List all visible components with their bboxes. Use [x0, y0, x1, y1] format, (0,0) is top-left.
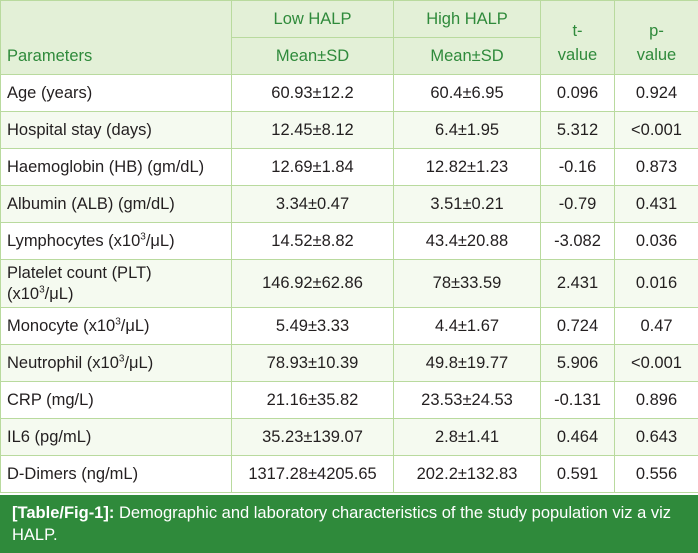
row-low-value: 3.34±0.47: [231, 185, 394, 223]
row-parameter: Platelet count (PLT) (x103/μL): [0, 259, 232, 308]
row-parameter: D-Dimers (ng/mL): [0, 455, 232, 493]
param-superscript: 3: [118, 353, 125, 364]
table-row: Haemoglobin (HB) (gm/dL) 12.69±1.84 12.8…: [0, 148, 698, 186]
header-p-value-line1: p-: [649, 22, 664, 40]
row-low-value: 21.16±35.82: [231, 381, 394, 419]
row-t-value: 0.591: [540, 455, 615, 493]
header-t-value: t- value: [540, 0, 615, 75]
row-t-value: -0.131: [540, 381, 615, 419]
row-high-value: 202.2±132.83: [393, 455, 541, 493]
row-low-value: 78.93±10.39: [231, 344, 394, 382]
row-p-value: 0.643: [614, 418, 698, 456]
header-t-value-line2: value: [557, 46, 598, 64]
header-low-mean-sd: Mean±SD: [231, 37, 394, 75]
row-parameter: CRP (mg/L): [0, 381, 232, 419]
row-p-value: 0.556: [614, 455, 698, 493]
row-high-value: 60.4±6.95: [393, 74, 541, 112]
row-high-value: 3.51±0.21: [393, 185, 541, 223]
table-row: Neutrophil (x103/μL) 78.93±10.39 49.8±19…: [0, 344, 698, 382]
row-t-value: -3.082: [540, 222, 615, 260]
caption-label: [Table/Fig-1]:: [12, 504, 115, 522]
row-low-value: 14.52±8.82: [231, 222, 394, 260]
param-unit: /μL): [120, 316, 150, 335]
param-text-line1: Platelet count (PLT): [7, 263, 152, 282]
header-high-halp: High HALP: [393, 0, 541, 38]
row-p-value: 0.47: [614, 307, 698, 345]
row-low-value: 12.69±1.84: [231, 148, 394, 186]
row-parameter: Haemoglobin (HB) (gm/dL): [0, 148, 232, 186]
header-high-mean-sd: Mean±SD: [393, 37, 541, 75]
header-p-value-line2: value: [636, 46, 677, 64]
row-parameter: Neutrophil (x103/μL): [0, 344, 232, 382]
param-superscript: 3: [115, 316, 121, 327]
row-low-value: 12.45±8.12: [231, 111, 394, 149]
row-t-value: -0.16: [540, 148, 615, 186]
row-p-value: 0.016: [614, 259, 698, 308]
row-t-value: 0.464: [540, 418, 615, 456]
table-row: Age (years) 60.93±12.2 60.4±6.95 0.096 0…: [0, 74, 698, 112]
characteristics-table: Parameters Low HALP High HALP t- value p…: [0, 0, 698, 493]
row-parameter: Lymphocytes (x103/μL): [0, 222, 232, 260]
row-p-value: 0.036: [614, 222, 698, 260]
row-p-value: 0.896: [614, 381, 698, 419]
row-low-value: 5.49±3.33: [231, 307, 394, 345]
row-low-value: 35.23±139.07: [231, 418, 394, 456]
param-unit: /μL): [44, 284, 74, 303]
row-p-value: 0.873: [614, 148, 698, 186]
row-parameter: Monocyte (x103/μL): [0, 307, 232, 345]
param-text: Monocyte (x10: [7, 316, 116, 335]
row-high-value: 23.53±24.53: [393, 381, 541, 419]
header-p-value: p- value: [614, 0, 698, 75]
table-row: Lymphocytes (x103/μL) 14.52±8.82 43.4±20…: [0, 222, 698, 260]
row-high-value: 4.4±1.67: [393, 307, 541, 345]
table-row: Platelet count (PLT) (x103/μL) 146.92±62.…: [0, 259, 698, 308]
row-p-value: <0.001: [614, 111, 698, 149]
row-t-value: 5.906: [540, 344, 615, 382]
row-t-value: -0.79: [540, 185, 615, 223]
row-low-value: 146.92±62.86: [231, 259, 394, 308]
table-row: Monocyte (x103/μL) 5.49±3.33 4.4±1.67 0.…: [0, 307, 698, 345]
param-unit: /μL): [124, 353, 154, 372]
row-high-value: 43.4±20.88: [393, 222, 541, 260]
row-p-value: 0.431: [614, 185, 698, 223]
row-high-value: 12.82±1.23: [393, 148, 541, 186]
row-t-value: 2.431: [540, 259, 615, 308]
header-row-1: Parameters Low HALP High HALP t- value p…: [0, 0, 698, 75]
row-parameter: Age (years): [0, 74, 232, 112]
row-parameter: IL6 (pg/mL): [0, 418, 232, 456]
table-row: D-Dimers (ng/mL) 1317.28±4205.65 202.2±1…: [0, 455, 698, 493]
row-low-value: 1317.28±4205.65: [231, 455, 394, 493]
header-t-value-line1: t-: [572, 22, 583, 40]
param-unit: /μL): [145, 231, 175, 250]
figure-caption: [Table/Fig-1]: Demographic and laborator…: [0, 495, 698, 553]
param-superscript: 3: [140, 231, 146, 242]
table-row: Hospital stay (days) 12.45±8.12 6.4±1.95…: [0, 111, 698, 149]
param-superscript: 3: [39, 284, 45, 295]
row-high-value: 6.4±1.95: [393, 111, 541, 149]
row-high-value: 2.8±1.41: [393, 418, 541, 456]
table-row: Albumin (ALB) (gm/dL) 3.34±0.47 3.51±0.2…: [0, 185, 698, 223]
header-low-halp: Low HALP: [231, 0, 394, 38]
row-high-value: 49.8±19.77: [393, 344, 541, 382]
param-text: (x10: [7, 284, 40, 303]
table-row: CRP (mg/L) 21.16±35.82 23.53±24.53 -0.13…: [0, 381, 698, 419]
row-t-value: 5.312: [540, 111, 615, 149]
param-text: Neutrophil (x10: [7, 353, 119, 372]
row-high-value: 78±33.59: [393, 259, 541, 308]
row-parameter: Albumin (ALB) (gm/dL): [0, 185, 232, 223]
param-text: Lymphocytes (x10: [7, 231, 141, 250]
header-parameters: Parameters: [0, 0, 232, 75]
row-p-value: 0.924: [614, 74, 698, 112]
row-t-value: 0.724: [540, 307, 615, 345]
caption-text: Demographic and laboratory characteristi…: [12, 504, 672, 544]
row-p-value: <0.001: [614, 344, 698, 382]
header-row-2: Mean±SD Mean±SD: [1, 37, 698, 75]
table-row: IL6 (pg/mL) 35.23±139.07 2.8±1.41 0.464 …: [0, 418, 698, 456]
row-low-value: 60.93±12.2: [231, 74, 394, 112]
row-t-value: 0.096: [540, 74, 615, 112]
row-parameter: Hospital stay (days): [0, 111, 232, 149]
